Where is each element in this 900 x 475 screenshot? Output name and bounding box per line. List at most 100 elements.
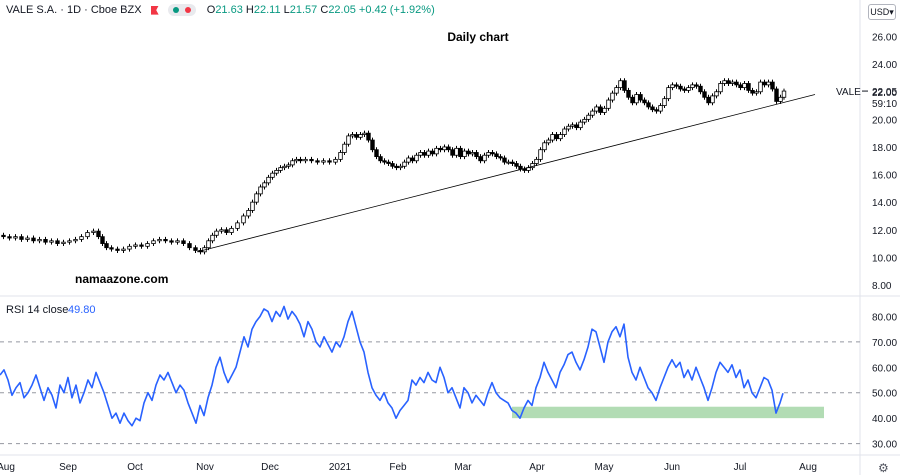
candle-body [282, 165, 287, 169]
candle-body [454, 147, 459, 156]
candle-body [382, 160, 387, 163]
candle-body [333, 158, 338, 163]
candle-body [606, 99, 611, 109]
candle-body [726, 80, 731, 84]
price-axis-tick: 24.00 [872, 60, 897, 71]
candle-body [482, 154, 487, 162]
candle-body [450, 149, 455, 156]
candle-body [646, 102, 651, 108]
chart-title: Daily chart [447, 30, 508, 44]
candle-body [674, 84, 679, 87]
rsi-axis-tick: 80.00 [872, 313, 897, 324]
candle-body [582, 118, 587, 123]
candle-body [594, 106, 599, 112]
candle-body [410, 157, 415, 162]
candle-body [374, 149, 379, 158]
candle-body [274, 170, 279, 174]
candle-body [250, 201, 255, 211]
candle-body [678, 85, 683, 90]
candle-body [254, 193, 259, 203]
candle-body [187, 243, 192, 249]
candle-body [163, 239, 168, 242]
candle-body [100, 236, 105, 244]
candle-body [338, 152, 343, 160]
gear-icon[interactable]: ⚙ [878, 461, 889, 475]
candle-body [109, 247, 114, 250]
price-axis-tick: 12.00 [872, 226, 897, 237]
candle-body [246, 210, 251, 217]
candle-body [104, 243, 109, 249]
candle-body [634, 94, 639, 104]
open-value: 21.63 [215, 4, 243, 16]
candle-body [434, 147, 439, 155]
candle-body [430, 150, 435, 155]
candle-body [241, 215, 246, 224]
candle-body [235, 222, 240, 229]
price-axis-tick: 20.00 [872, 115, 897, 126]
time-axis-tick: Nov [196, 462, 214, 473]
candle-body [546, 139, 551, 144]
candle-body [19, 236, 24, 240]
close-label: C [320, 4, 329, 16]
candle-body [682, 88, 687, 91]
candle-body [690, 84, 695, 89]
candle-body [266, 176, 271, 184]
candle-body [133, 244, 138, 247]
candle-body [342, 143, 347, 153]
candle-body [746, 83, 751, 91]
candle-body [766, 81, 771, 86]
change-value: +0.42 (+1.92%) [358, 4, 435, 16]
candle-body [79, 236, 84, 240]
candle-body [630, 96, 635, 104]
candle-body [470, 152, 475, 155]
candle-body [562, 128, 567, 135]
candle-body [73, 239, 78, 242]
candle-body [262, 182, 267, 188]
market-status-icon[interactable] [167, 4, 196, 17]
candle-body [418, 152, 423, 156]
candle-body [770, 81, 775, 90]
candle-body [738, 84, 743, 89]
candle-body [522, 168, 527, 171]
candle-body [309, 158, 314, 162]
price-axis-tick: 26.00 [872, 33, 897, 44]
candle-body [734, 81, 739, 86]
last-price-symbol: VALE [836, 87, 861, 98]
close-value: 22.05 [328, 4, 356, 16]
currency-selector[interactable]: USD▾ [868, 4, 896, 20]
candle-body [442, 146, 447, 151]
candle-body [366, 132, 371, 141]
candle-body [506, 161, 511, 164]
candle-body [61, 241, 66, 244]
price-axis-tick: 18.00 [872, 143, 897, 154]
candle-body [710, 95, 715, 104]
candle-body [781, 90, 787, 98]
time-axis-tick: Feb [389, 462, 407, 473]
candle-body [458, 147, 463, 158]
interval-label[interactable]: 1D [66, 4, 82, 16]
candle-body [181, 240, 186, 244]
candle-body [686, 87, 691, 91]
candle-body [518, 165, 523, 170]
rsi-axis-tick: 60.00 [872, 363, 897, 374]
candle-body [774, 88, 779, 102]
candle-body [390, 163, 395, 167]
symbol-name[interactable]: VALE S.A. [6, 4, 58, 16]
candle-body [378, 156, 383, 162]
candle-body [25, 237, 30, 240]
candle-body [762, 81, 767, 86]
candle-body [169, 240, 174, 243]
candle-body [626, 89, 631, 98]
candle-body [96, 230, 101, 238]
time-axis-tick: May [595, 462, 614, 473]
candle-body [219, 229, 224, 232]
candle-body [210, 234, 215, 242]
candle-body [714, 91, 719, 97]
candle-body [55, 240, 60, 244]
candle-body [446, 146, 451, 151]
price-axis-tick: 22.00 [872, 88, 897, 99]
candle-body [538, 149, 543, 160]
candle-body [327, 160, 332, 163]
time-axis-tick: Aug [0, 462, 15, 473]
